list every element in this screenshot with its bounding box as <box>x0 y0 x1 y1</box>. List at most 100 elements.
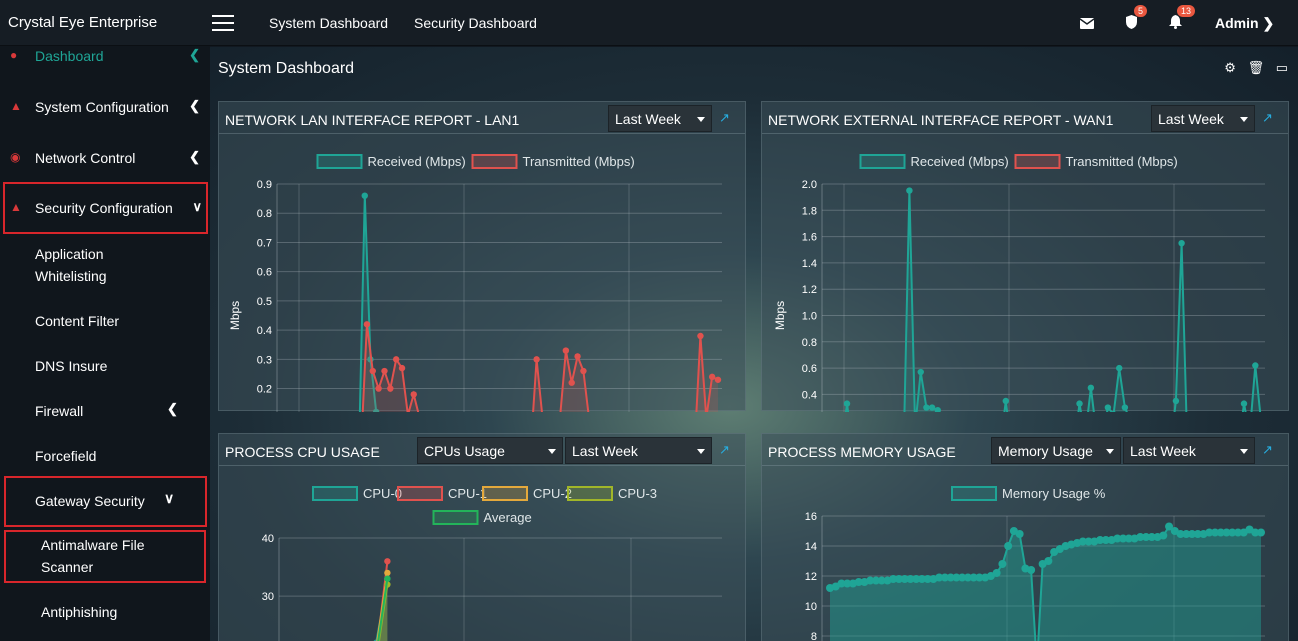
submenu-antiphishing[interactable]: Antiphishing <box>41 604 118 620</box>
y-tick-label: 0.6 <box>257 267 272 279</box>
series-line <box>844 190 1262 412</box>
data-point <box>714 376 722 383</box>
range-select[interactable]: Last Week <box>608 105 712 132</box>
submenu-firewall[interactable]: Firewall <box>35 403 84 419</box>
y-tick-label: 0.9 <box>257 179 272 191</box>
data-point <box>1172 397 1180 405</box>
y-tick-label: 1.8 <box>802 205 817 217</box>
legend-swatch <box>316 154 363 169</box>
data-point <box>1142 533 1151 541</box>
bell-icon[interactable]: 13 <box>1169 5 1196 34</box>
highlight-antimalware <box>4 530 206 583</box>
external-link-icon[interactable]: ↗ <box>1262 442 1273 457</box>
external-link-icon[interactable]: ↗ <box>719 442 730 457</box>
data-point <box>934 406 941 412</box>
chevron-left-icon: ❮ <box>189 149 200 164</box>
data-point <box>1004 542 1013 550</box>
range-select[interactable]: Last Week <box>565 437 712 464</box>
data-point <box>1121 404 1129 411</box>
legend-swatch <box>397 486 443 501</box>
panel-title: NETWORK EXTERNAL INTERFACE REPORT - WAN1 <box>768 112 1114 128</box>
memory-mode-select[interactable]: Memory Usage <box>991 437 1121 464</box>
y-axis-label: Mbps <box>773 301 787 330</box>
book-icon[interactable]: ▭ <box>1275 60 1288 75</box>
data-point <box>1104 404 1112 411</box>
y-tick-label: 30 <box>262 591 274 603</box>
data-point <box>1252 362 1259 369</box>
range-select[interactable]: Last Week <box>1123 437 1255 464</box>
data-point <box>1113 534 1122 543</box>
gear-icon[interactable]: ⚙ <box>1224 60 1236 75</box>
data-point <box>372 408 380 412</box>
y-tick-label: 0.5 <box>257 296 272 308</box>
nav-security-dashboard[interactable]: Security Dashboard <box>414 15 537 31</box>
shield-icon[interactable]: 5 <box>1126 5 1148 34</box>
data-point <box>1216 528 1225 537</box>
data-point <box>935 573 944 582</box>
submenu-dns-insure[interactable]: DNS Insure <box>35 358 108 374</box>
data-point <box>568 379 575 386</box>
legend-label: Average <box>484 510 532 525</box>
data-point <box>1015 530 1024 538</box>
data-point <box>854 578 863 586</box>
highlight-gateway-security <box>4 476 207 527</box>
data-point <box>381 367 388 375</box>
submenu-antimalware-file-scanner[interactable]: Antimalware File Scanner <box>41 537 145 575</box>
highlight-security-configuration <box>3 182 208 234</box>
submenu-application-whitelisting[interactable]: Application Whitelisting <box>35 246 107 284</box>
data-point <box>975 573 984 582</box>
external-link-icon[interactable]: ↗ <box>719 110 730 125</box>
data-point <box>1205 528 1214 537</box>
panel-memory-usage: PROCESS MEMORY USAGE Memory Usage Last W… <box>761 433 1289 641</box>
user-name: Admin <box>1215 15 1259 31</box>
panel-lan-report: NETWORK LAN INTERFACE REPORT - LAN1 Last… <box>218 101 746 412</box>
data-point <box>392 356 400 363</box>
y-tick-label: 1.6 <box>802 232 817 244</box>
data-point <box>998 560 1007 568</box>
sidebar-item-label: Security Configuration <box>35 200 173 216</box>
data-point <box>1002 397 1010 405</box>
data-point <box>928 404 936 411</box>
data-point <box>912 575 921 583</box>
data-point <box>843 579 852 588</box>
legend-swatch <box>1014 154 1061 169</box>
nav-system-dashboard[interactable]: System Dashboard <box>269 15 389 31</box>
data-point <box>923 575 932 583</box>
panel-title: PROCESS CPU USAGE <box>225 444 380 460</box>
external-link-icon[interactable]: ↗ <box>1262 110 1273 125</box>
brand-name[interactable]: Crystal Eye Enterprise <box>8 14 158 31</box>
y-tick-label: 0.7 <box>257 237 272 249</box>
lan-chart: Received (Mbps)Transmitted (Mbps)00.10.2… <box>228 154 722 412</box>
sidebar-item-label: Dashboard <box>35 48 104 64</box>
data-point <box>1044 557 1053 565</box>
wan-chart: Received (Mbps)Transmitted (Mbps)00.20.4… <box>773 154 1265 412</box>
trash-icon[interactable]: 🗑 <box>1247 60 1265 75</box>
y-tick-label: 2.0 <box>802 179 817 191</box>
menu-toggle-icon[interactable] <box>212 15 234 31</box>
mail-icon[interactable] <box>1079 16 1095 34</box>
data-point <box>1193 530 1202 538</box>
user-menu[interactable]: Admin ❯ <box>1215 15 1274 32</box>
data-point <box>1165 522 1174 531</box>
submenu-content-filter[interactable]: Content Filter <box>35 313 120 329</box>
y-tick-label: 40 <box>262 533 274 545</box>
data-point <box>1222 528 1231 537</box>
data-point <box>361 192 368 199</box>
sidebar-item-label: Network Control <box>35 150 136 166</box>
legend-label: CPU-1 <box>448 486 487 501</box>
series-area <box>359 195 377 412</box>
globe-icon: ◉ <box>10 150 21 164</box>
data-point <box>958 573 967 582</box>
main-content: System Dashboard ⚙ 🗑 ▭ NETWORK LAN INTER… <box>210 47 1298 641</box>
series-area <box>830 526 1261 641</box>
panel-title: PROCESS MEMORY USAGE <box>768 444 956 460</box>
submenu-forcefield[interactable]: Forcefield <box>35 448 97 464</box>
series-line <box>377 578 389 641</box>
data-point <box>906 187 913 194</box>
data-point <box>697 332 704 340</box>
data-point <box>1178 239 1185 247</box>
data-point <box>866 576 875 585</box>
submenu-gateway-security[interactable]: Gateway Security <box>35 493 145 509</box>
cpu-mode-select[interactable]: CPUs Usage <box>417 437 563 464</box>
range-select[interactable]: Last Week <box>1151 105 1255 132</box>
